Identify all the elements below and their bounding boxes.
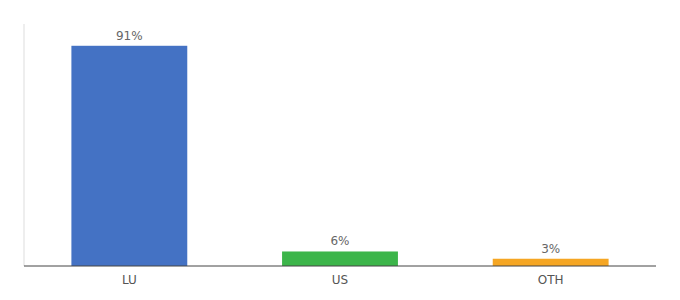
x-ticks: LU US OTH [122,273,564,287]
data-labels: 91% 6% 3% [116,29,560,256]
data-label: 3% [541,242,560,256]
chart-container: 91% 6% 3% LU US OTH [0,0,680,300]
bar [71,46,187,266]
y-axis-line [24,24,25,266]
bar [282,251,398,266]
bars [71,46,608,266]
x-axis-line [24,266,656,267]
x-tick-label: US [332,273,348,287]
bar [493,259,609,266]
data-label: 6% [330,234,349,248]
chart-svg: 91% 6% 3% LU US OTH [0,0,680,300]
x-tick-label: LU [122,273,137,287]
data-label: 91% [116,29,143,43]
x-tick-label: OTH [538,273,564,287]
